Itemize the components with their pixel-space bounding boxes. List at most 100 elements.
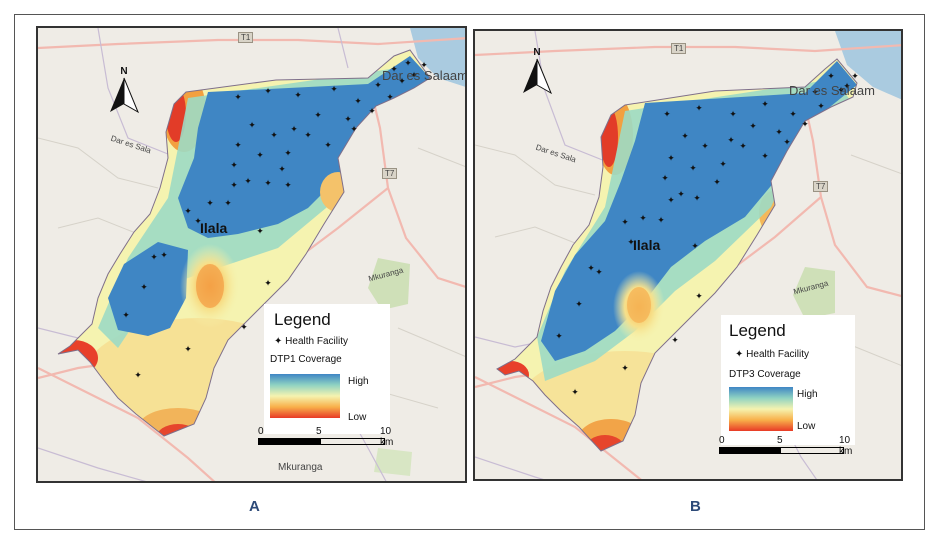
health-facility-marker: ✦ [621,218,629,228]
scale-tick-5: 5 [777,435,783,446]
health-facilities-a: ✦✦ ✦✦✦✦✦✦✦✦✦✦✦✦✦✦✦✦ ✦✦✦✦✦✦ ✦✦✦✦✦✦✦✦✦ ✦✦✦✦✦✦✦… [122,59,428,381]
health-facility-marker: ✦ [410,71,418,81]
legend-b: Legend ✦ Health Facility DTP3 Coverage H… [721,315,855,445]
health-facility-marker: ✦ [240,323,248,333]
legend-color-ramp [270,374,340,418]
health-facility-marker: ✦ [789,110,797,120]
health-facility-marker: ✦ [134,371,142,381]
health-facility-marker: ✦ [677,190,685,200]
health-facility-marker: ✦ [224,199,232,209]
health-facility-marker: ✦ [843,82,851,92]
health-facility-marker: ✦ [294,91,302,101]
legend-facility-label: Health Facility [746,349,809,360]
map-b-canvas: ✦✦✦✦✦✦✦✦✦✦✦✦✦✦✦✦✦ ✦✦✦✦✦✦ ✦✦✦✦✦ ✦✦✦ ✦✦✦✦✦✦✦✦✦… [475,31,901,479]
scale-bar-a: 0 5 10 km [258,426,393,450]
health-facility-marker: ✦ [661,174,669,184]
health-facility-marker: ✦ [691,242,699,252]
health-facility-marker: ✦ [555,332,563,342]
health-facility-marker: ✦ [290,125,298,135]
health-facility-marker: ✦ [122,311,130,321]
map-panel-b: ✦ ✦ ✦ ✦ ✦ ✦ ✦ ✦ ✦ ✦ ✦ ✦ ✦ ✦ ✦ ✦ ✦ ✦ ✦ ✦ ✦ ✦ ✦ ✦ ✦ ✦ ✦ ✦ ✦ ✦ ✦ ✦ ✦ ✦ ✦ ✦ ✦ ✦ ✦ ✦… [473,29,903,481]
health-facility-marker: ✦ [693,194,701,204]
legend-a: Legend ✦ Health Facility DTP1 Coverage H… [264,304,390,434]
panel-label-b: B [690,498,701,515]
town-label-bottom: Mkuranga [278,462,323,473]
legend-facility-label: Health Facility [285,336,348,347]
health-facility-marker: ✦ [244,177,252,187]
district-name: Ilala [633,237,661,253]
health-facility-marker: ✦ [264,179,272,189]
health-facility-marker: ✦ [729,110,737,120]
health-facility-marker: ✦ [284,149,292,159]
health-facility-marker: ✦ [595,268,603,278]
health-facility-marker: ✦ [390,65,398,75]
scale-tick-5: 5 [316,426,322,437]
health-facility-marker: ✦ [398,77,406,87]
scale-tick-0: 0 [719,435,725,446]
city-label: Dar es Salaam [382,68,467,83]
health-facility-marker: ✦ [150,253,158,263]
health-facility-marker: ✦ [194,217,202,227]
legend-low-label: Low [797,421,816,432]
health-facility-marker: ✦ [368,107,376,117]
scale-tick-10: 10 km [839,435,853,457]
legend-coverage-title: DTP3 Coverage [729,369,801,380]
health-facility-marker: ✦ [184,345,192,355]
health-facility-marker: ✦ [264,279,272,289]
legend-low-label: Low [348,412,367,423]
health-facility-marker: ✦ [701,142,709,152]
health-facility-marker: ✦ [278,165,286,175]
scale-tick-10: 10 km [380,426,394,448]
legend-title: Legend [729,321,786,340]
health-facility-marker: ✦ [184,207,192,217]
health-facility-marker: ✦ [837,86,845,96]
road-label-t7: T7 [813,181,829,192]
legend-high-label: High [348,376,369,387]
health-facility-marker: ✦ [304,131,312,141]
health-facility-marker: ✦ [727,136,735,146]
svg-text:N: N [533,47,540,58]
health-facility-marker: ✦ [775,128,783,138]
health-facility-marker: ✦ [256,227,264,237]
legend-coverage-title: DTP1 Coverage [270,354,342,365]
health-facility-marker: ✦ [420,61,428,71]
health-facility-marker: ✦ [671,336,679,346]
district-name: Ilala [200,220,228,236]
health-facility-marker: ✦ [761,100,769,110]
north-arrow-icon: N [110,66,140,114]
health-facility-cross-icon: ✦ [274,336,283,347]
health-facility-marker: ✦ [350,125,358,135]
health-facility-marker: ✦ [374,81,382,91]
health-facility-marker: ✦ [749,122,757,132]
health-facility-marker: ✦ [264,87,272,97]
legend-facility-row: ✦ Health Facility [735,349,809,360]
health-facility-marker: ✦ [314,111,322,121]
health-facility-marker: ✦ [689,164,697,174]
health-facility-marker: ✦ [140,283,148,293]
legend-title: Legend [274,310,331,329]
health-facility-marker: ✦ [695,104,703,114]
district-boundary-a [57,49,431,437]
district-boundary-b [496,58,858,452]
health-facility-marker: ✦ [404,59,412,69]
map-a-canvas: ✦✦ ✦✦✦✦✦✦✦✦✦✦✦✦✦✦✦✦ ✦✦✦✦✦✦ ✦✦✦✦✦✦✦✦✦ ✦✦✦✦✦✦✦… [38,28,465,481]
health-facility-marker: ✦ [761,152,769,162]
city-label: Dar es Salaam [789,83,875,98]
health-facility-marker: ✦ [270,131,278,141]
health-facility-marker: ✦ [575,300,583,310]
panel-label-a: A [249,498,260,515]
health-facility-marker: ✦ [681,132,689,142]
health-facility-marker: ✦ [206,199,214,209]
health-facility-marker: ✦ [667,196,675,206]
health-facility-marker: ✦ [234,141,242,151]
health-facility-marker: ✦ [234,93,242,103]
health-facility-marker: ✦ [344,115,352,125]
north-arrow-icon: N [523,47,553,95]
health-facility-marker: ✦ [817,102,825,112]
health-facility-marker: ✦ [811,88,819,98]
health-facility-marker: ✦ [386,93,394,103]
health-facility-marker: ✦ [330,85,338,95]
health-facility-marker: ✦ [639,214,647,224]
map-panel-a: ✦ ✦ ✦ ✦ ✦ ✦ ✦ ✦ ✦ ✦ ✦ ✦ ✦ ✦ ✦ ✦ ✦ ✦ ✦ ✦ ✦ ✦ ✦ ✦ ✦ ✦ ✦ ✦ ✦ ✦ ✦ ✦ ✦ ✦ ✦ ✦ ✦ ✦ ✦ ✦… [36,26,467,483]
health-facility-marker: ✦ [739,142,747,152]
